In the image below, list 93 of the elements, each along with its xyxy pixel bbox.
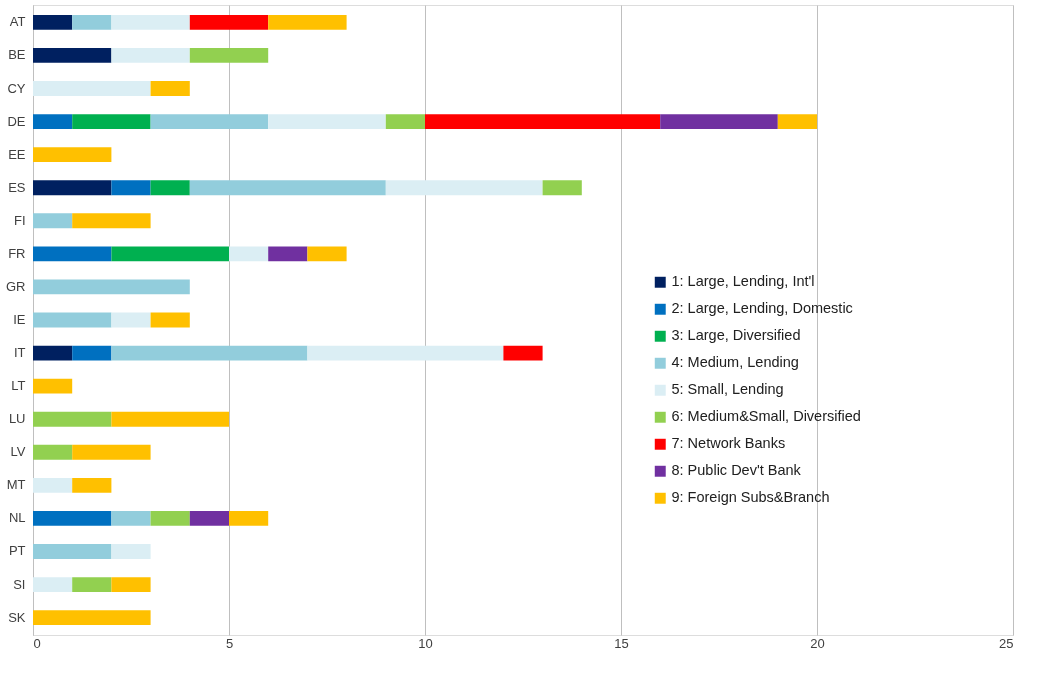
bar	[33, 544, 112, 559]
bar	[150, 510, 190, 526]
legend-label: 7: Network Banks	[671, 435, 786, 452]
bar	[33, 81, 151, 96]
bar	[111, 14, 190, 30]
bar	[33, 444, 73, 460]
y-tick-label: GR	[6, 278, 26, 294]
y-tick-label: NL	[8, 510, 26, 526]
bar	[111, 312, 151, 328]
y-tick-label: LT	[11, 378, 26, 394]
bar	[229, 510, 269, 526]
bar	[33, 477, 73, 493]
bar	[268, 114, 386, 130]
x-tick-label: 25	[999, 635, 1014, 651]
bar	[72, 14, 112, 30]
bar	[72, 444, 151, 460]
bar	[33, 345, 73, 361]
bar	[189, 47, 269, 63]
legend-label: 6: Medium&Small, Diversified	[671, 408, 861, 425]
y-tick-label: LU	[8, 411, 26, 427]
y-tick-label: ES	[8, 179, 26, 195]
bar	[33, 510, 112, 526]
legend-label: 3: Large, Diversified	[671, 327, 801, 344]
bar	[111, 544, 151, 559]
bar	[542, 180, 582, 196]
x-tick-label: 15	[614, 635, 629, 651]
bar	[229, 246, 269, 262]
bar	[385, 180, 543, 196]
bar	[33, 114, 73, 130]
bar	[72, 577, 112, 593]
bar	[33, 411, 112, 427]
bar	[33, 279, 190, 295]
bar	[150, 81, 190, 96]
legend-label: 2: Large, Lending, Domestic	[671, 300, 853, 317]
bar	[777, 114, 817, 130]
bar	[33, 577, 73, 593]
y-tick-label: SK	[8, 609, 26, 625]
y-tick-label: EE	[8, 146, 26, 162]
y-tick-label: IE	[13, 312, 26, 327]
y-tick-label: MT	[6, 477, 26, 493]
bar	[111, 411, 229, 427]
y-tick-label: IT	[13, 345, 26, 361]
y-tick-label: FR	[8, 245, 26, 261]
bar	[111, 345, 308, 361]
bar	[33, 378, 73, 394]
bar	[72, 345, 112, 361]
x-tick-label: 5	[225, 635, 234, 651]
legend-label: 8: Public Dev't Bank	[671, 462, 802, 479]
bar	[111, 510, 151, 526]
bar	[268, 246, 308, 262]
bar	[33, 180, 112, 196]
y-tick-label: SI	[13, 576, 26, 592]
bar	[33, 147, 112, 163]
bar	[660, 114, 778, 130]
y-tick-label: PT	[8, 543, 26, 559]
legend-label: 1: Large, Lending, Int'l	[671, 273, 815, 290]
bar	[33, 213, 73, 229]
bar	[33, 14, 73, 30]
y-tick-label: DE	[7, 113, 26, 129]
bar	[307, 345, 504, 361]
x-tick-label: 20	[810, 635, 825, 651]
bar	[150, 180, 190, 196]
y-tick-label: AT	[9, 14, 26, 30]
bar	[33, 312, 112, 328]
bar	[189, 510, 229, 526]
bar	[33, 246, 112, 262]
bar	[72, 477, 112, 493]
y-tick-label: BE	[8, 47, 26, 63]
bar	[385, 114, 425, 130]
y-tick-label: LV	[10, 444, 26, 460]
bar	[150, 312, 190, 328]
bar	[189, 180, 386, 196]
y-tick-label: FI	[13, 212, 26, 228]
bar	[111, 180, 151, 196]
x-tick-label: 10	[418, 635, 433, 651]
bar	[33, 610, 151, 626]
bar	[33, 47, 112, 63]
bar	[189, 14, 269, 30]
legend-label: 4: Medium, Lending	[671, 354, 799, 371]
bar	[425, 114, 661, 130]
legend-label: 9: Foreign Subs&Branch	[671, 489, 830, 506]
bar	[307, 246, 347, 262]
x-tick-label: 0	[33, 635, 41, 651]
bar	[150, 114, 269, 130]
legend-label: 5: Small, Lending	[671, 381, 784, 398]
bar	[111, 577, 151, 593]
bar	[72, 114, 151, 130]
bar	[111, 47, 190, 63]
y-tick-label: CY	[7, 80, 26, 96]
bar	[111, 246, 229, 262]
bar	[268, 14, 347, 30]
bar	[72, 213, 151, 229]
bar	[503, 345, 543, 361]
